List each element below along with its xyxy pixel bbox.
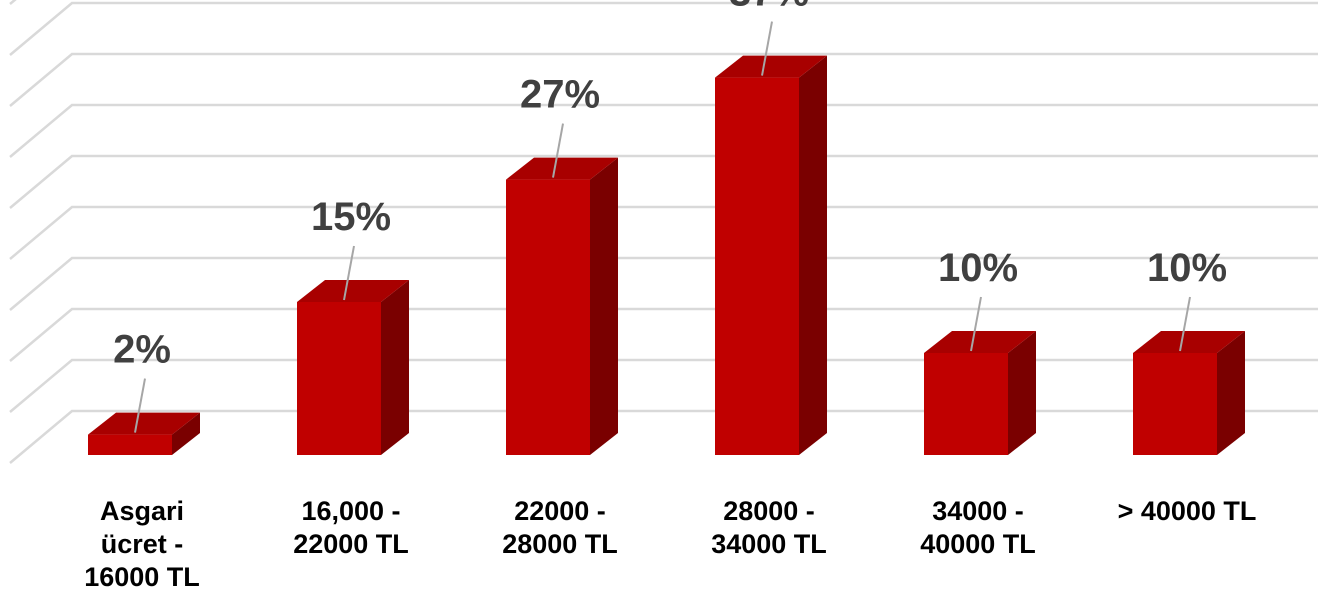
bar xyxy=(924,331,1036,455)
category-label: 28000 -34000 TL xyxy=(711,496,827,559)
category-label-line: 16000 TL xyxy=(84,562,200,592)
data-label: 15% xyxy=(311,195,391,239)
bar-front xyxy=(506,180,590,455)
data-label: 2% xyxy=(113,328,171,372)
category-label-line: > 40000 TL xyxy=(1118,496,1257,526)
category-label-line: 22000 TL xyxy=(293,529,409,559)
category-label: > 40000 TL xyxy=(1118,496,1257,526)
gridline xyxy=(10,3,1318,55)
bar-front xyxy=(297,302,381,455)
bar-side xyxy=(590,158,618,455)
bar xyxy=(1133,331,1245,455)
gridline xyxy=(10,309,1318,361)
category-label-line: Asgari xyxy=(100,496,184,526)
bar-side xyxy=(799,56,827,455)
bar xyxy=(297,280,409,455)
gridline xyxy=(10,105,1318,157)
category-label: 16,000 -22000 TL xyxy=(293,496,409,559)
data-label: 27% xyxy=(520,73,600,117)
gridline xyxy=(10,258,1318,310)
gridline xyxy=(10,156,1318,208)
category-label-line: 22000 - xyxy=(514,496,606,526)
data-labels: 2% 15% 27% 37% 10% 10% xyxy=(113,0,1227,433)
category-label-line: 16,000 - xyxy=(301,496,400,526)
gridline xyxy=(10,360,1318,412)
category-label-line: 28000 TL xyxy=(502,529,618,559)
category-label: 22000 -28000 TL xyxy=(502,496,618,559)
data-label: 10% xyxy=(938,246,1018,290)
gridline xyxy=(10,207,1318,259)
category-label: Asgari ücret -16000 TL xyxy=(84,496,200,592)
bar-front xyxy=(924,353,1008,455)
gridline xyxy=(10,411,1318,463)
gridlines xyxy=(10,0,1318,463)
bar xyxy=(88,413,200,455)
bar xyxy=(506,158,618,455)
bar xyxy=(715,56,827,455)
bar-front xyxy=(88,435,172,455)
bar-front xyxy=(715,78,799,455)
category-label-line: 34000 - xyxy=(932,496,1024,526)
category-label-line: 40000 TL xyxy=(920,529,1036,559)
bar-front xyxy=(1133,353,1217,455)
bar-side xyxy=(381,280,409,455)
data-label: 37% xyxy=(729,0,809,15)
data-label: 10% xyxy=(1147,246,1227,290)
category-label-line: 28000 - xyxy=(723,496,815,526)
category-label: 34000 -40000 TL xyxy=(920,496,1036,559)
bars xyxy=(88,56,1245,455)
gridline xyxy=(10,54,1318,106)
category-label-line: ücret - xyxy=(101,529,184,559)
category-label-line: 34000 TL xyxy=(711,529,827,559)
